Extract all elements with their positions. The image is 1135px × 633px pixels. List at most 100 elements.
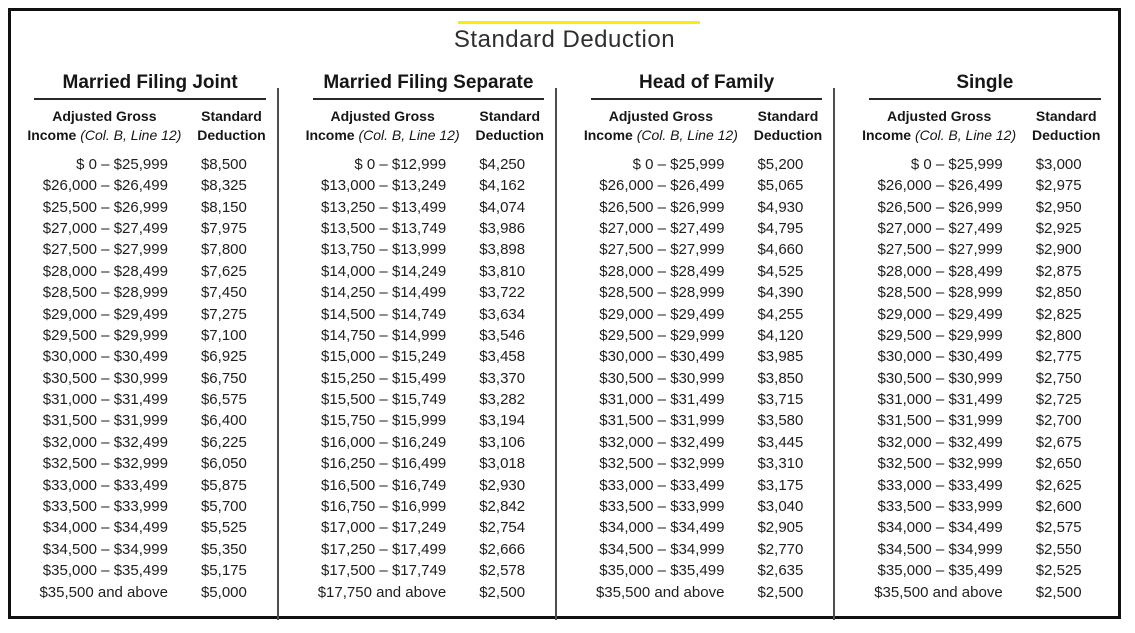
table-row: $28,000 – $28,499 $4,525	[580, 261, 834, 282]
table-row: $26,000 – $26,499 $8,325	[23, 175, 277, 196]
highlight-mark	[458, 21, 700, 24]
income-range: $33,000 – $33,499	[599, 476, 725, 494]
deduction-amount: $2,900	[1035, 241, 1082, 259]
section-title-underline	[312, 98, 545, 100]
column-headers: Adjusted Gross Income (Col. B, Line 12) …	[23, 107, 277, 145]
table-row: $29,500 – $29,999 $4,120	[580, 325, 834, 346]
table-row: $30,500 – $30,999 $2,750	[858, 368, 1112, 389]
income-range: $31,500 – $31,999	[42, 412, 168, 430]
table-row: $27,500 – $27,999 $2,900	[858, 239, 1112, 260]
deduction-amount: $7,275	[200, 305, 247, 323]
income-range: $14,750 – $14,999	[321, 326, 447, 344]
income-range: $32,000 – $32,499	[599, 433, 725, 451]
table-row: $32,000 – $32,499 $6,225	[23, 432, 277, 453]
agi-header-line2: Income (Col. B, Line 12)	[301, 126, 464, 145]
table-row: $27,000 – $27,499 $2,925	[858, 218, 1112, 239]
deduction-amount: $6,400	[200, 412, 247, 430]
income-range: $ 0 – $25,999	[76, 155, 168, 173]
income-range: $30,000 – $30,499	[599, 348, 725, 366]
income-range: $33,500 – $33,999	[42, 498, 168, 516]
income-range: $32,000 – $32,499	[42, 433, 168, 451]
table-row: $31,500 – $31,999 $2,700	[858, 410, 1112, 431]
income-range: $26,000 – $26,499	[599, 177, 725, 195]
section-title: Head of Family	[639, 72, 775, 93]
table-rows: $ 0 – $25,999 $3,000 $26,000 – $26,499 $2,9…	[858, 154, 1112, 603]
deduction-amount: $2,550	[1035, 540, 1082, 558]
sections-container: Married Filing Joint Adjusted Gross Inco…	[11, 63, 1124, 603]
column-headers: Adjusted Gross Income (Col. B, Line 12) …	[580, 107, 834, 145]
table-row: $29,000 – $29,499 $2,825	[858, 304, 1112, 325]
income-range: $30,500 – $30,999	[42, 369, 168, 387]
table-row: $35,000 – $35,499 $2,635	[580, 560, 834, 581]
income-range: $14,250 – $14,499	[321, 284, 447, 302]
table-row: $32,000 – $32,499 $3,445	[580, 432, 834, 453]
deduction-amount: $7,800	[200, 241, 247, 259]
deduction-amount: $5,525	[200, 519, 247, 537]
deduction-amount: $2,650	[1035, 455, 1082, 473]
deduction-amount: $8,150	[200, 198, 247, 216]
table-row: $30,000 – $30,499 $2,775	[858, 346, 1112, 367]
table-row: $26,000 – $26,499 $5,065	[580, 175, 834, 196]
deduction-amount: $2,930	[479, 476, 526, 494]
agi-col-ref-label: (Col. B, Line 12)	[914, 126, 1017, 143]
income-range: $13,250 – $13,499	[321, 198, 447, 216]
agi-header-line1: Adjusted Gross	[886, 108, 992, 124]
deduction-column-header: Standard Deduction	[1020, 107, 1112, 145]
table-row: $29,500 – $29,999 $7,100	[23, 325, 277, 346]
deduction-amount: $3,850	[757, 369, 804, 387]
deduction-amount: $3,986	[479, 219, 526, 237]
income-range: $35,000 – $35,499	[599, 562, 725, 580]
income-range: $34,500 – $34,999	[877, 540, 1003, 558]
income-range: $13,750 – $13,999	[321, 241, 447, 259]
income-range: $26,500 – $26,999	[599, 198, 725, 216]
deduction-amount: $2,825	[1035, 305, 1082, 323]
table-row: $ 0 – $25,999 $3,000	[858, 154, 1112, 175]
income-range: $32,500 – $32,999	[877, 455, 1003, 473]
income-range: $14,000 – $14,249	[321, 262, 447, 280]
income-range: $33,000 – $33,499	[877, 476, 1003, 494]
income-range: $31,500 – $31,999	[599, 412, 725, 430]
deduction-amount: $5,175	[200, 562, 247, 580]
income-range: $29,000 – $29,499	[877, 305, 1003, 323]
section-title-underline	[34, 98, 266, 100]
income-range: $31,000 – $31,499	[877, 391, 1003, 409]
section-title-underline	[869, 98, 1101, 100]
deduction-amount: $5,350	[200, 540, 247, 558]
income-range: $35,500 and above	[39, 583, 168, 601]
deduction-amount: $2,500	[1035, 583, 1082, 601]
section-title: Single	[956, 72, 1014, 93]
income-range: $35,000 – $35,499	[877, 562, 1003, 580]
income-range: $16,250 – $16,499	[321, 455, 447, 473]
table-row: $31,000 – $31,499 $2,725	[858, 389, 1112, 410]
table-row: $30,500 – $30,999 $6,750	[23, 368, 277, 389]
deduction-amount: $6,750	[200, 369, 247, 387]
table-row: $27,000 – $27,499 $4,795	[580, 218, 834, 239]
table-row: $17,500 – $17,749 $2,578	[301, 560, 555, 581]
table-rows: $ 0 – $25,999 $5,200 $26,000 – $26,499 $5,0…	[580, 154, 834, 603]
table-row: $26,500 – $26,999 $4,930	[580, 197, 834, 218]
income-range: $28,500 – $28,999	[42, 284, 168, 302]
table-frame: Standard Deduction Married Filing Joint …	[8, 8, 1124, 620]
section-title-underline	[590, 98, 823, 100]
income-range: $29,000 – $29,499	[599, 305, 725, 323]
table-row: $35,000 – $35,499 $5,175	[23, 560, 277, 581]
table-row: $28,500 – $28,999 $7,450	[23, 282, 277, 303]
deduction-amount: $3,175	[757, 476, 804, 494]
deduction-amount: $2,775	[1035, 348, 1082, 366]
agi-column-header: Adjusted Gross Income (Col. B, Line 12)	[301, 107, 464, 145]
section-married-filing-joint: Married Filing Joint Adjusted Gross Inco…	[11, 63, 289, 603]
table-row: $14,500 – $14,749 $3,634	[301, 304, 555, 325]
deduction-amount: $7,100	[200, 326, 247, 344]
section-single: Single Adjusted Gross Income (Col. B, Li…	[846, 63, 1124, 603]
income-range: $15,000 – $15,249	[321, 348, 447, 366]
table-row: $15,250 – $15,499 $3,370	[301, 368, 555, 389]
deduction-amount: $3,722	[479, 284, 526, 302]
table-row: $33,500 – $33,999 $5,700	[23, 496, 277, 517]
table-rows: $ 0 – $12,999 $4,250 $13,000 – $13,249 $4,1…	[301, 154, 555, 603]
deduction-header-line2: Deduction	[753, 126, 823, 143]
income-range: $16,000 – $16,249	[321, 433, 447, 451]
deduction-amount: $8,500	[200, 155, 247, 173]
deduction-amount: $2,625	[1035, 476, 1082, 494]
income-range: $31,000 – $31,499	[42, 391, 168, 409]
deduction-amount: $3,018	[479, 455, 526, 473]
